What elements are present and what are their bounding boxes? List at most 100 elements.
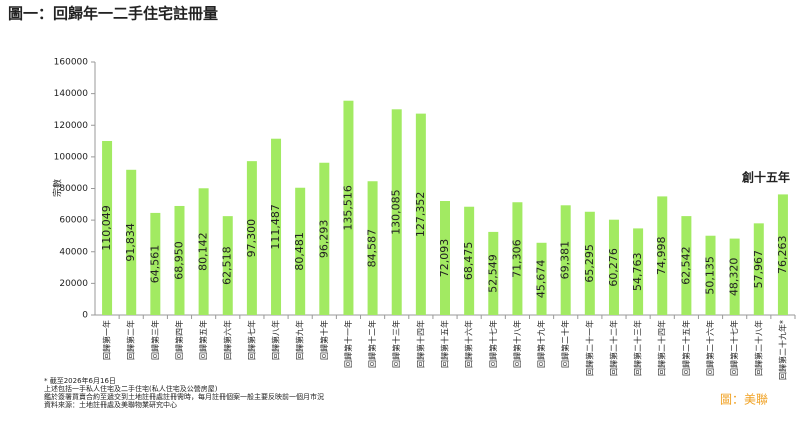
bar: [126, 169, 137, 315]
bar: [174, 205, 185, 315]
x-tick-label: 回歸第四年: [174, 320, 184, 360]
y-tick-label: 160000: [54, 58, 89, 68]
y-tick-label: 0: [82, 311, 88, 321]
bar: [102, 140, 113, 315]
footnote: 上述包括一手私人住宅及二手住宅(私人住宅及公營房屋): [44, 384, 218, 393]
bar: [608, 219, 619, 315]
x-tick-label: 回歸第二十六年: [705, 320, 715, 376]
x-tick-label: 回歸第十六年: [464, 320, 474, 368]
value-label: 110,049: [100, 205, 113, 251]
x-tick-label: 回歸第二十七年: [729, 320, 739, 376]
value-label: 68,475: [462, 242, 475, 281]
y-tick-label: 20000: [59, 279, 88, 289]
bar: [415, 113, 426, 315]
bar: [657, 196, 668, 315]
value-label: 68,950: [172, 241, 185, 280]
x-tick-label: 回歸第二十三年: [633, 320, 643, 376]
bar: [150, 212, 161, 315]
bar: [295, 187, 306, 315]
x-tick-label: 回歸第二十五年: [681, 320, 691, 376]
x-tick-label: 回歸第十九年: [536, 320, 546, 368]
value-label: 64,561: [148, 245, 161, 284]
value-label: 84,587: [366, 229, 379, 268]
value-label: 69,381: [559, 241, 572, 280]
x-tick-label: 回歸第一年: [102, 320, 112, 360]
bar: [681, 216, 692, 315]
annotation: 創十五年: [741, 170, 790, 185]
y-tick-label: 140000: [54, 89, 89, 99]
bar: [729, 238, 740, 315]
x-tick-label: 回歸第十四年: [415, 320, 425, 368]
x-tick-label: 回歸第二年: [126, 320, 136, 360]
bar: [536, 242, 547, 315]
value-label: 62,518: [221, 246, 234, 285]
bar: [343, 100, 354, 315]
bar: [367, 181, 378, 315]
value-label: 57,967: [752, 250, 765, 289]
bar: [584, 211, 595, 315]
x-tick-label: 回歸第十八年: [512, 320, 522, 368]
x-tick-label: 回歸第二十八年: [753, 320, 763, 376]
y-tick-label: 120000: [54, 121, 89, 131]
y-axis-label: 宗數: [52, 179, 64, 197]
value-label: 76,263: [776, 235, 789, 274]
bar: [222, 216, 233, 315]
value-label: 52,549: [486, 254, 499, 293]
y-tick-label: 80000: [59, 184, 88, 194]
chart-title: 圖一：回歸年一二手住宅註冊量: [8, 5, 218, 23]
bar: [246, 161, 257, 315]
x-tick-label: 回歸第十七年: [488, 320, 498, 368]
value-label: 96,293: [317, 220, 330, 259]
value-label: 74,998: [655, 236, 668, 275]
footnote: 鑑於簽署買賣合約至遞交到土地註冊處註冊需時，每月註冊個案一般主要反映前一個月市況: [44, 392, 324, 401]
source: 圖：美聯: [720, 393, 768, 407]
x-tick-label: 回歸第七年: [246, 320, 256, 360]
value-label: 65,295: [583, 244, 596, 283]
bar: [753, 223, 764, 315]
value-label: 62,542: [679, 246, 692, 285]
value-label: 91,834: [124, 223, 137, 262]
value-label: 54,763: [631, 252, 644, 291]
bar: [512, 202, 523, 315]
bar: [464, 206, 475, 315]
bar: [705, 235, 716, 315]
value-label: 97,300: [245, 219, 258, 258]
y-tick-label: 40000: [59, 247, 88, 257]
y-tick-label: 60000: [59, 216, 88, 226]
x-tick-label: 回歸第十五年: [440, 320, 450, 368]
x-tick-label: 回歸第三年: [150, 320, 160, 360]
x-tick-label: 回歸第十三年: [391, 320, 401, 368]
bar: [391, 109, 402, 315]
x-tick-label: 回歸第六年: [222, 320, 232, 360]
bar: [560, 205, 571, 315]
bar: [777, 194, 788, 315]
x-tick-label: 回歸第二十一年: [584, 320, 594, 376]
x-tick-label: 回歸第二十四年: [657, 320, 667, 376]
x-tick-label: 回歸第二十二年: [608, 320, 618, 376]
bar: [633, 228, 644, 315]
bar: [488, 231, 499, 315]
value-label: 130,085: [390, 189, 403, 235]
y-tick-label: 100000: [54, 152, 89, 162]
value-label: 45,674: [535, 260, 548, 299]
footnote: * 截至2026年6月16日: [44, 376, 116, 385]
x-tick-label: 回歸第八年: [271, 320, 281, 360]
value-label: 71,306: [510, 239, 523, 278]
footnote: 資料來源：土地註冊處及美聯物業研究中心: [44, 400, 177, 409]
bar: [198, 188, 209, 315]
bar: [271, 138, 282, 315]
bar: [319, 162, 330, 315]
x-tick-label: 回歸第二十年: [560, 320, 570, 368]
x-tick-label: 回歸第十二年: [367, 320, 377, 368]
x-tick-label: 回歸第十一年: [343, 320, 353, 368]
bar: [440, 201, 450, 315]
value-label: 50,135: [704, 256, 717, 295]
x-tick-label: 回歸第十年: [319, 320, 329, 360]
value-label: 80,142: [197, 232, 210, 271]
value-label: 48,320: [728, 258, 741, 297]
value-label: 127,352: [414, 192, 427, 238]
value-label: 72,093: [438, 239, 451, 278]
value-label: 111,487: [269, 204, 282, 250]
